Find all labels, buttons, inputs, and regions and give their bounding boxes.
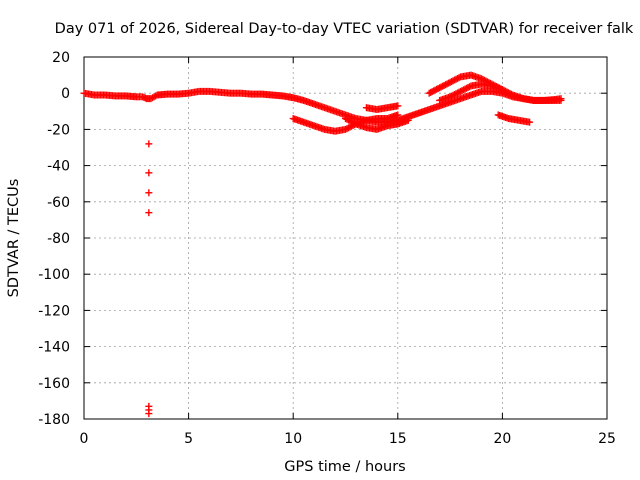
data-point bbox=[145, 189, 153, 197]
chart-title: Day 071 of 2026, Sidereal Day-to-day VTE… bbox=[55, 21, 634, 37]
y-tick-label: 20 bbox=[52, 50, 70, 66]
y-tick-label: 0 bbox=[61, 86, 70, 102]
x-axis-label: GPS time / hours bbox=[284, 459, 405, 475]
grid bbox=[84, 57, 607, 419]
y-tick-label: -120 bbox=[38, 303, 70, 319]
data-point bbox=[145, 410, 153, 418]
y-tick-label: -180 bbox=[38, 412, 70, 428]
y-tick-label: -40 bbox=[47, 159, 70, 175]
x-tick-label: 20 bbox=[493, 431, 511, 447]
y-axis-label: SDTVAR / TECUs bbox=[6, 179, 22, 298]
data-points bbox=[80, 71, 565, 418]
y-tick-label: -80 bbox=[47, 231, 70, 247]
x-tick-label: 15 bbox=[389, 431, 407, 447]
data-point bbox=[526, 118, 534, 126]
y-tick-label: -140 bbox=[38, 340, 70, 356]
x-tick-label: 25 bbox=[598, 431, 616, 447]
data-point bbox=[394, 111, 402, 119]
y-tick-label: -20 bbox=[47, 122, 70, 138]
x-tick-label: 10 bbox=[284, 431, 302, 447]
data-point bbox=[152, 92, 160, 100]
data-point bbox=[145, 140, 153, 148]
data-point bbox=[145, 169, 153, 177]
data-point bbox=[394, 102, 402, 110]
y-tick-label: -100 bbox=[38, 267, 70, 283]
data-point bbox=[145, 209, 153, 217]
y-tick-label: -60 bbox=[47, 195, 70, 211]
data-point bbox=[404, 116, 412, 124]
x-tick-label: 0 bbox=[80, 431, 89, 447]
y-tick-label: -160 bbox=[38, 376, 70, 392]
axis-ticks: 20 0 -20 -40 -60 -80 -100 -120 -140 -160 -180 0 5 10 1… bbox=[38, 50, 616, 447]
data-point bbox=[557, 96, 565, 104]
data-point bbox=[498, 86, 506, 94]
x-tick-label: 5 bbox=[184, 431, 193, 447]
